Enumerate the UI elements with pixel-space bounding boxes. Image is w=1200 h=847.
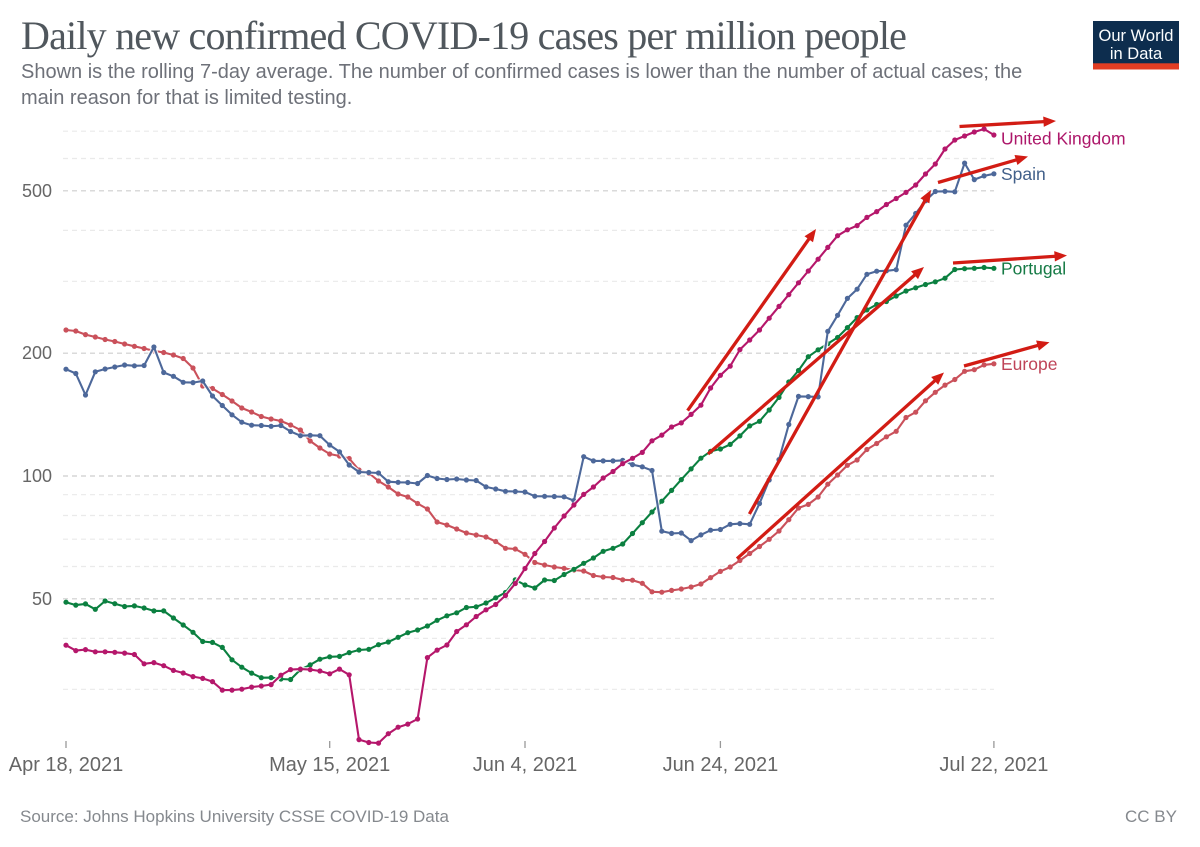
svg-text:United Kingdom: United Kingdom bbox=[1001, 129, 1126, 149]
svg-text:Our World: Our World bbox=[1099, 27, 1174, 45]
svg-text:50: 50 bbox=[32, 589, 52, 609]
svg-text:Jul 22, 2021: Jul 22, 2021 bbox=[939, 754, 1048, 776]
svg-text:CC BY: CC BY bbox=[1125, 807, 1177, 826]
svg-text:Spain: Spain bbox=[1001, 164, 1046, 184]
svg-text:Daily new confirmed COVID-19 c: Daily new confirmed COVID-19 cases per m… bbox=[21, 13, 906, 58]
svg-text:500: 500 bbox=[22, 181, 52, 201]
svg-text:Shown is the rolling 7-day ave: Shown is the rolling 7-day average. The … bbox=[21, 61, 1022, 83]
svg-text:Apr 18, 2021: Apr 18, 2021 bbox=[9, 754, 124, 776]
svg-text:main reason for that is limite: main reason for that is limited testing. bbox=[21, 87, 352, 109]
svg-text:200: 200 bbox=[22, 343, 52, 363]
svg-text:Jun 4, 2021: Jun 4, 2021 bbox=[473, 754, 578, 776]
svg-text:Jun 24, 2021: Jun 24, 2021 bbox=[663, 754, 779, 776]
svg-text:Source: Johns Hopkins Universi: Source: Johns Hopkins University CSSE CO… bbox=[20, 807, 449, 826]
svg-text:May 15, 2021: May 15, 2021 bbox=[269, 754, 390, 776]
svg-text:100: 100 bbox=[22, 466, 52, 486]
svg-text:Portugal: Portugal bbox=[1001, 259, 1066, 279]
svg-text:Europe: Europe bbox=[1001, 354, 1057, 374]
svg-text:in Data: in Data bbox=[1110, 45, 1163, 63]
